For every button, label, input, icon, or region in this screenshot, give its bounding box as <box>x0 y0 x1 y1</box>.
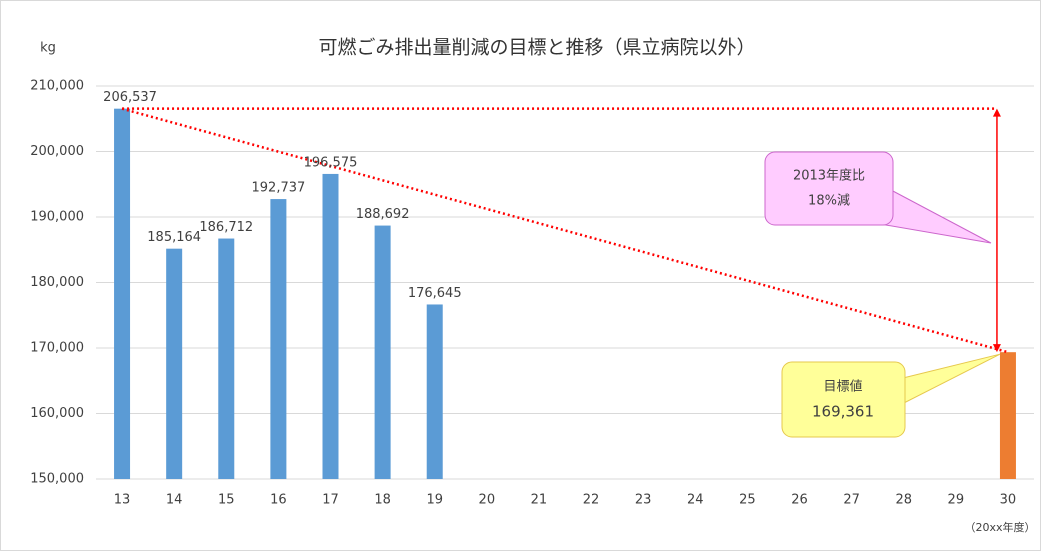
annotation-text: 18%減 <box>808 193 850 209</box>
callout-box <box>781 361 906 438</box>
bar <box>166 248 183 479</box>
bar <box>114 108 131 479</box>
y-tick-label: 210,000 <box>30 79 84 94</box>
data-label: 192,737 <box>252 181 306 196</box>
x-tick-label: 19 <box>426 493 443 508</box>
x-tick-label: 24 <box>687 493 704 508</box>
x-tick-label: 15 <box>218 493 235 508</box>
data-label: 206,537 <box>103 90 157 105</box>
arrow-head <box>992 108 1001 117</box>
x-tick-label: 17 <box>322 493 339 508</box>
y-axis-label: kg <box>40 41 56 56</box>
x-tick-label: 23 <box>635 493 652 508</box>
x-tick-label: 20 <box>479 493 496 508</box>
data-label: 186,712 <box>199 220 253 235</box>
x-tick-label: 29 <box>948 493 965 508</box>
bar <box>270 199 287 480</box>
annotation-text: 2013年度比 <box>793 168 865 184</box>
callout-box <box>764 151 894 226</box>
y-tick-label: 170,000 <box>30 341 84 356</box>
x-tick-label: 16 <box>270 493 287 508</box>
bar <box>426 304 443 479</box>
x-tick-label: 14 <box>166 493 183 508</box>
x-tick-label: 22 <box>583 493 600 508</box>
x-tick-label: 26 <box>791 493 808 508</box>
annotation-text: 目標値 <box>823 379 862 395</box>
data-label: 185,164 <box>147 230 201 245</box>
x-tick-label: 28 <box>895 493 912 508</box>
data-label: 196,575 <box>304 155 358 170</box>
chart-title: 可燃ごみ排出量削減の目標と推移（県立病院以外） <box>318 37 755 59</box>
data-label: 176,645 <box>408 286 462 301</box>
data-label: 169,361 <box>812 403 874 421</box>
y-tick-label: 160,000 <box>30 406 84 421</box>
bar <box>218 238 235 479</box>
trend-line <box>121 107 1009 354</box>
x-tick-label: 18 <box>374 493 391 508</box>
x-axis-note: （20xx年度） <box>964 520 1035 534</box>
y-tick-label: 190,000 <box>30 210 84 225</box>
bar <box>999 352 1016 479</box>
y-tick-label: 200,000 <box>30 144 84 159</box>
data-label: 188,692 <box>356 207 410 222</box>
y-tick-label: 150,000 <box>30 472 84 487</box>
x-tick-label: 25 <box>739 493 756 508</box>
callout-seam <box>878 189 893 225</box>
bar <box>374 225 391 479</box>
x-tick-label: 30 <box>1000 493 1017 508</box>
callout-seam <box>898 377 905 406</box>
x-tick-label: 27 <box>843 493 860 508</box>
arrow-head <box>992 344 1001 353</box>
bar <box>322 173 339 479</box>
y-tick-label: 180,000 <box>30 275 84 290</box>
x-tick-label: 13 <box>114 493 131 508</box>
x-tick-label: 21 <box>531 493 548 508</box>
